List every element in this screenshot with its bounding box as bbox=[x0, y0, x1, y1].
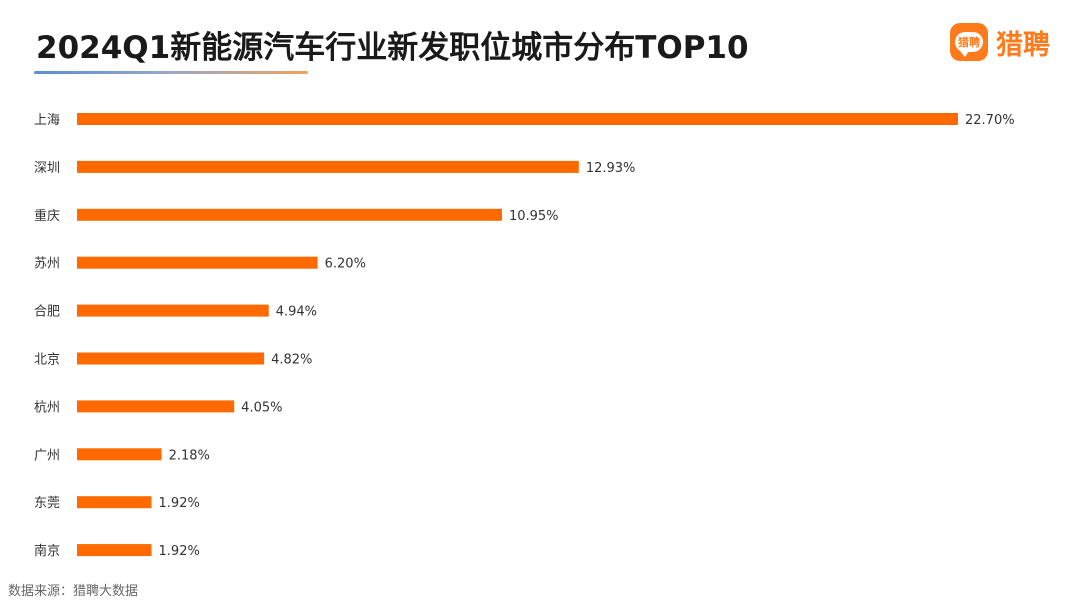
category-label: 广州 bbox=[34, 448, 60, 463]
category-label: 杭州 bbox=[34, 400, 60, 415]
logo-badge-text: 猎聘 bbox=[955, 32, 983, 57]
title-underline bbox=[34, 71, 308, 74]
value-label: 6.20% bbox=[325, 257, 366, 272]
category-label: 上海 bbox=[34, 113, 60, 128]
bar bbox=[77, 160, 579, 173]
bar bbox=[77, 113, 958, 125]
category-label: 深圳 bbox=[34, 161, 60, 176]
value-label: 12.93% bbox=[586, 161, 636, 176]
value-label: 4.82% bbox=[271, 353, 312, 368]
category-label: 重庆 bbox=[34, 208, 60, 224]
value-label: 2.18% bbox=[169, 448, 210, 463]
value-label: 1.92% bbox=[159, 496, 200, 511]
bar bbox=[77, 208, 502, 221]
logo-brand-text: 猎聘 bbox=[996, 29, 1050, 61]
bar bbox=[77, 544, 152, 557]
bar bbox=[77, 400, 235, 413]
bar bbox=[77, 304, 269, 317]
value-label: 1.92% bbox=[159, 544, 200, 559]
bar bbox=[77, 352, 265, 365]
category-label: 南京 bbox=[34, 543, 60, 559]
value-label: 4.05% bbox=[241, 400, 282, 415]
bar bbox=[77, 448, 162, 461]
value-label: 10.95% bbox=[509, 209, 559, 224]
page-title: 2024Q1新能源汽车行业新发职位城市分布TOP10 bbox=[36, 30, 749, 66]
logo-badge-icon: 猎聘 bbox=[950, 23, 988, 61]
bar bbox=[77, 256, 318, 269]
bar bbox=[77, 496, 152, 509]
category-label: 北京 bbox=[34, 353, 60, 368]
liepin-logo: 猎聘 猎聘 bbox=[950, 22, 1050, 62]
category-label: 东莞 bbox=[34, 496, 60, 511]
category-label: 合肥 bbox=[34, 305, 60, 320]
value-label: 22.70% bbox=[965, 113, 1015, 128]
category-label: 苏州 bbox=[34, 256, 60, 272]
data-source: 数据来源：猎聘大数据 bbox=[8, 584, 139, 599]
value-label: 4.94% bbox=[276, 305, 317, 320]
